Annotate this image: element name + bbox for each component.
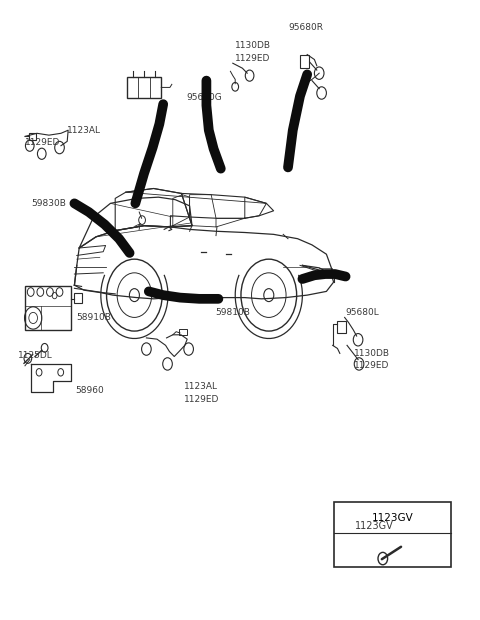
Text: 95630G: 95630G: [186, 93, 222, 102]
Text: 1129ED: 1129ED: [235, 54, 271, 63]
Text: 95680L: 95680L: [346, 308, 379, 317]
Bar: [179, 329, 187, 335]
Text: 95680R: 95680R: [288, 24, 323, 32]
Text: 58910B: 58910B: [76, 313, 111, 322]
Bar: [300, 55, 309, 68]
Text: 1130DB: 1130DB: [354, 349, 390, 358]
Bar: [334, 502, 451, 567]
Text: 1129ED: 1129ED: [354, 361, 389, 370]
Bar: [127, 77, 161, 98]
Text: 1129ED: 1129ED: [25, 138, 60, 147]
Text: 1123AL: 1123AL: [67, 126, 101, 135]
Text: 1123GV: 1123GV: [355, 521, 394, 531]
Text: 1130DB: 1130DB: [235, 42, 271, 50]
Text: 1123GV: 1123GV: [372, 513, 413, 523]
Text: 59810B: 59810B: [215, 308, 250, 317]
Text: 59830B: 59830B: [31, 199, 66, 208]
Bar: [337, 321, 346, 333]
Bar: [29, 133, 36, 140]
Text: 1123AL: 1123AL: [184, 383, 218, 391]
Text: 58960: 58960: [75, 386, 104, 395]
Bar: [74, 293, 82, 303]
Bar: [25, 286, 71, 330]
Text: 1125DL: 1125DL: [18, 352, 53, 360]
Text: 1129ED: 1129ED: [184, 395, 219, 404]
